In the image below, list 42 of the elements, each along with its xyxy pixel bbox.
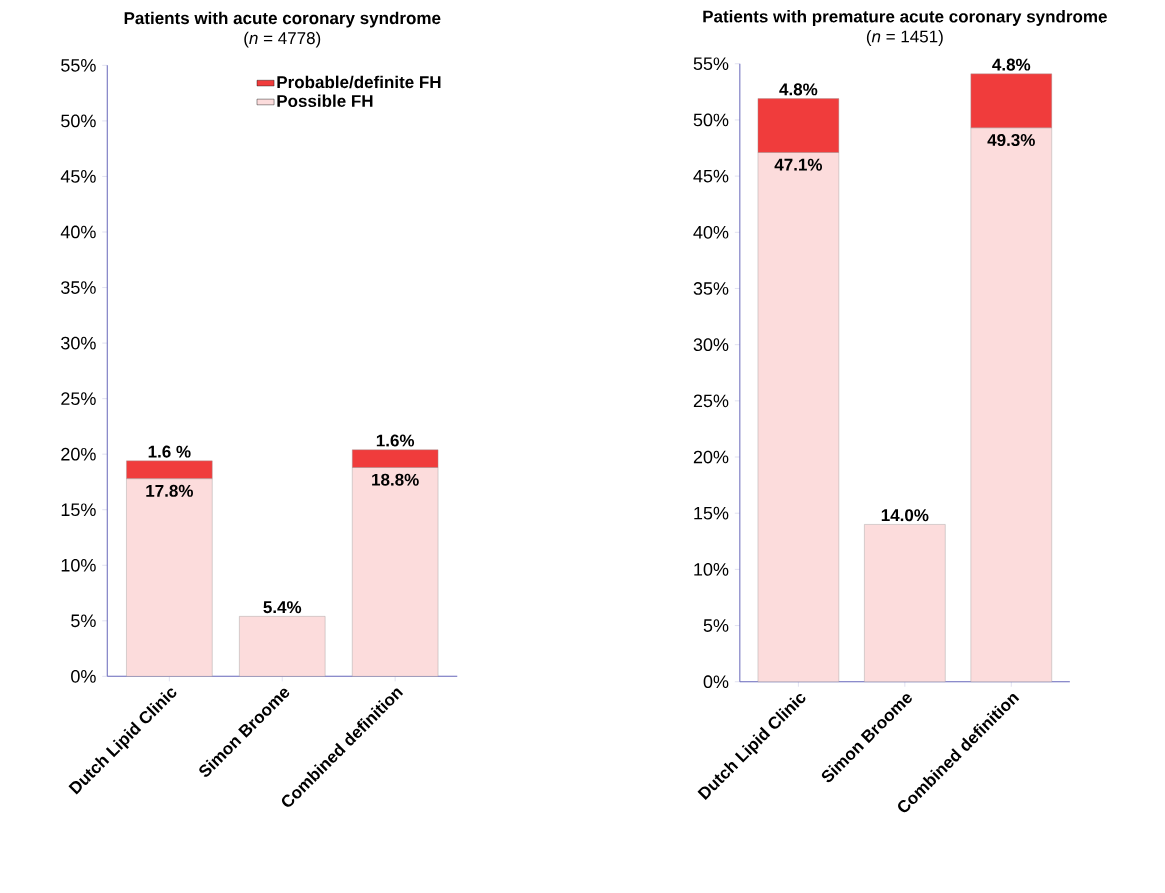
chart-subtitle: (n = 1451) (866, 30, 943, 46)
data-label: 4.8% (779, 83, 818, 96)
y-tick-label: 25% (693, 394, 729, 408)
bar (239, 616, 326, 677)
data-label: 5.4% (263, 601, 302, 614)
data-label: 17.8% (146, 484, 193, 497)
chart-subtitle: (n = 4778) (244, 31, 321, 48)
y-tick-label: 40% (60, 225, 96, 239)
y-tick-label: 45% (60, 170, 96, 183)
y-tick-label: 0% (71, 669, 96, 683)
data-label: 1.6% (376, 434, 415, 447)
y-tick-label: 10% (61, 558, 96, 572)
y-tick-label: 20% (61, 447, 96, 461)
chart-title: Patients with acute coronary syndrome (124, 11, 441, 28)
data-label: 1.6 % (148, 445, 191, 458)
y-tick-label: 35% (693, 282, 729, 295)
legend-label: Possible FH (277, 94, 373, 108)
y-tick-label: 40% (693, 225, 729, 239)
y-tick-label: 55% (61, 59, 96, 72)
legend-label: Probable/definite FH (277, 75, 441, 89)
y-tick-label: 15% (694, 506, 729, 520)
y-tick-label: 30% (61, 336, 96, 350)
y-tick-label: 5% (71, 614, 96, 628)
y-tick-label: 45% (693, 169, 729, 183)
y-tick-label: 30% (693, 338, 729, 352)
data-label: 47.1% (774, 158, 823, 171)
data-label: 18.8% (372, 473, 419, 486)
y-tick-label: 25% (61, 392, 96, 405)
y-tick-label: 5% (703, 619, 729, 632)
y-tick-label: 35% (61, 281, 96, 294)
y-tick-label: 50% (61, 114, 96, 128)
y-tick-label: 55% (693, 57, 729, 71)
data-label: 14.0% (881, 509, 929, 522)
y-tick-label: 15% (61, 503, 96, 517)
bar (864, 524, 946, 682)
y-tick-label: 10% (694, 563, 729, 576)
chart-title: Patients with premature acute coronary syndrome (703, 10, 1107, 26)
data-label: 49.3% (987, 133, 1035, 147)
data-label: 4.8% (992, 58, 1031, 71)
y-tick-label: 20% (693, 450, 729, 464)
y-tick-label: 0% (703, 675, 729, 689)
y-tick-label: 50% (693, 113, 729, 127)
